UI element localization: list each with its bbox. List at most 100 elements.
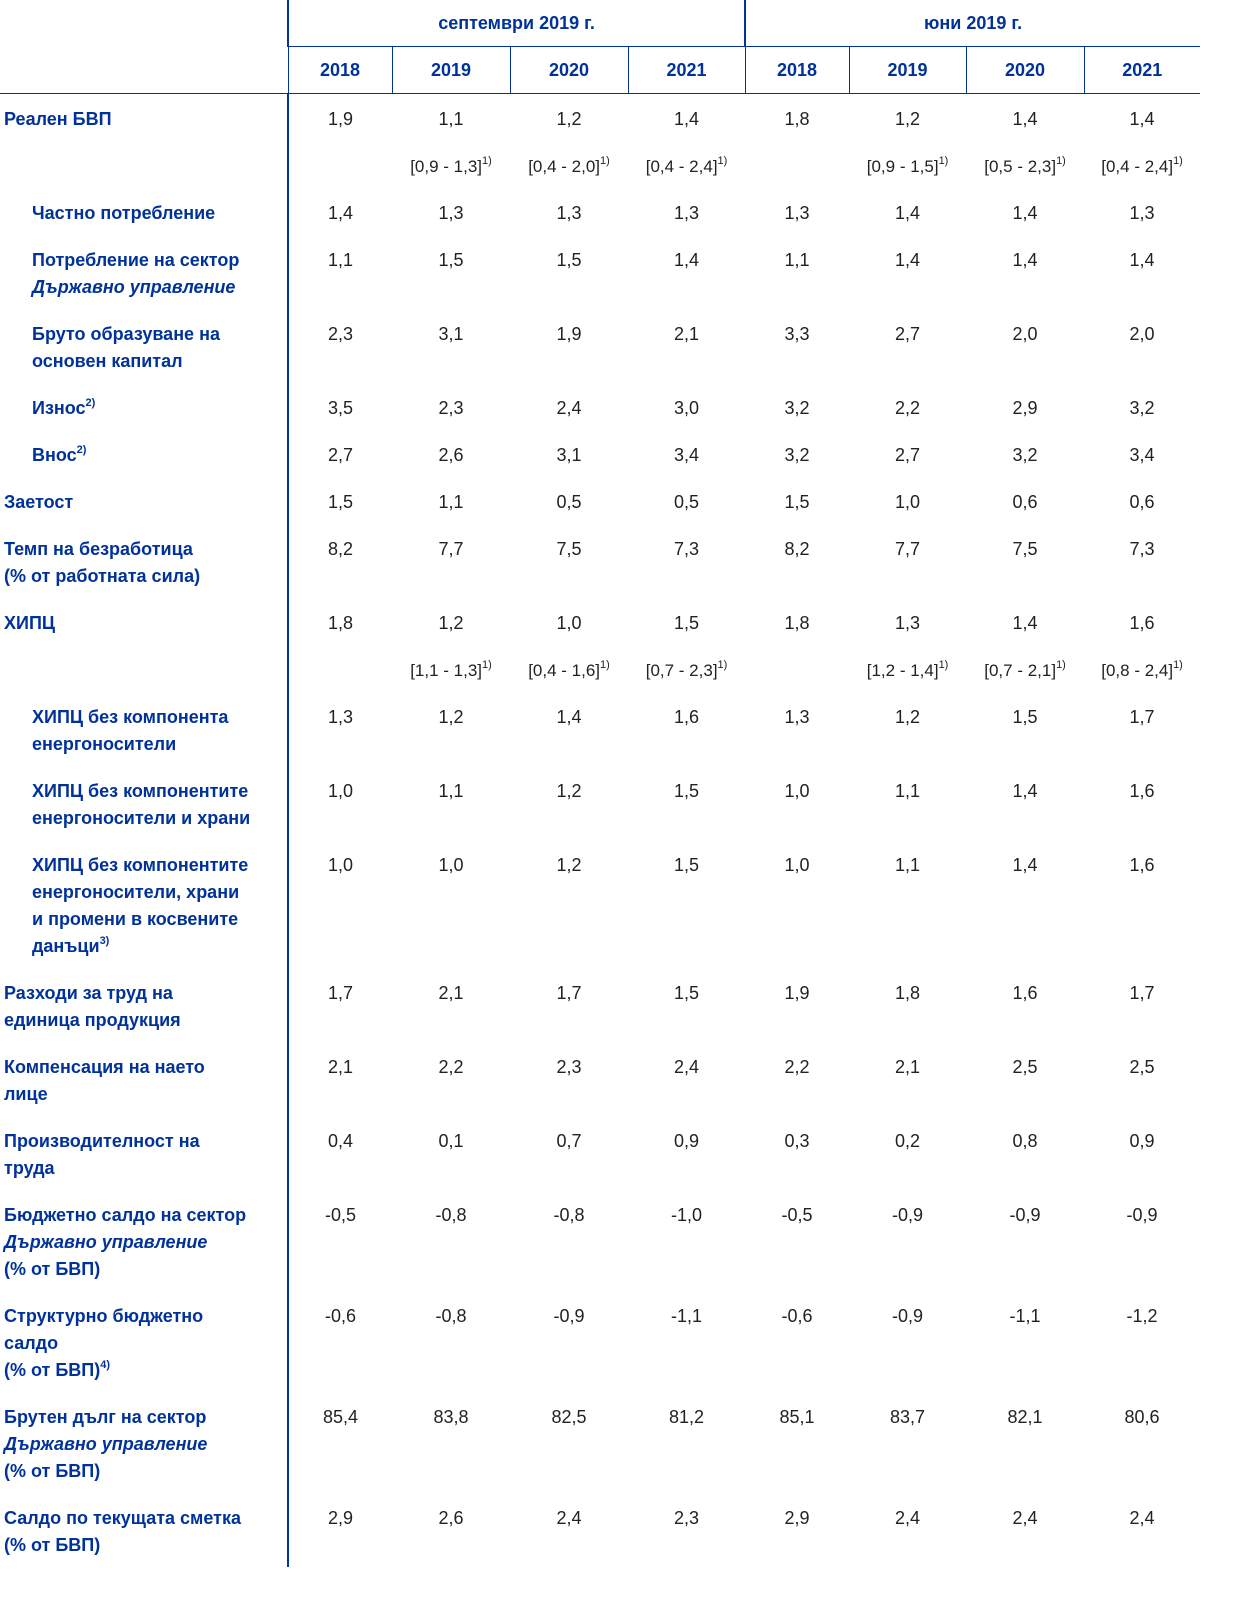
- value-cell: 0,8: [966, 1116, 1084, 1190]
- value-cell: 1,1: [392, 766, 510, 840]
- row-label-line: (% от БВП): [4, 1458, 287, 1485]
- value-cell: 1,5: [628, 840, 745, 968]
- cell-value: -0,6: [781, 1306, 813, 1326]
- cell-value: 7,3: [1129, 539, 1155, 559]
- value-cell: 0,2: [849, 1116, 966, 1190]
- cell-value: 1,7: [327, 983, 354, 1003]
- cell-value: 3,5: [327, 398, 354, 418]
- cell-value: 3,2: [1129, 398, 1155, 418]
- cell-value: 3,2: [784, 445, 810, 465]
- cell-value: 2,4: [674, 1057, 700, 1077]
- cell-value: 2,4: [556, 398, 582, 418]
- value-cell: 1,4: [966, 598, 1084, 645]
- cell-value: 7,7: [438, 539, 464, 559]
- cell-value: 0,9: [674, 1131, 700, 1151]
- cell-value: 2,0: [1012, 324, 1038, 344]
- label-text: Компенсация на наето: [4, 1057, 205, 1077]
- row-label-line: Структурно бюджетно: [4, 1303, 287, 1330]
- cell-value: [0,4 - 2,4]: [645, 157, 718, 176]
- row-label-line: Държавно управление: [32, 274, 287, 301]
- value-cell: 2,5: [1084, 1042, 1200, 1116]
- value-cell: 1,3: [510, 188, 628, 235]
- value-cell: -0,9: [966, 1190, 1084, 1291]
- value-cell: 2,7: [288, 430, 392, 477]
- value-cell: 1,5: [510, 235, 628, 309]
- cell-value: [0,9 - 1,3]: [410, 157, 483, 176]
- cell-value: 85,4: [322, 1407, 359, 1427]
- label-text: енергоносители и храни: [32, 808, 251, 828]
- value-cell: 1,3: [1084, 188, 1200, 235]
- row-label: Частно потребление: [0, 188, 289, 235]
- row-label-line: енергоносители и храни: [32, 805, 287, 832]
- table-row: ХИПЦ без компонентите енергоносители, хра…: [0, 840, 1200, 968]
- row-label: Компенсация на наето лице: [0, 1042, 289, 1116]
- value-cell: -0,9: [849, 1190, 966, 1291]
- value-cell: 2,3: [628, 1493, 745, 1567]
- cell-value: [0,5 - 2,3]: [984, 157, 1057, 176]
- label-text: (% от БВП): [4, 1360, 101, 1380]
- footnote-marker: 4): [100, 1359, 111, 1371]
- row-label-line: ХИПЦ без компонента: [32, 704, 287, 731]
- value-cell: 8,2: [745, 524, 849, 598]
- cell-value: 0,6: [1012, 492, 1038, 512]
- cell-value: 1,9: [327, 109, 354, 129]
- cell-value: 82,5: [551, 1407, 587, 1427]
- group-header-september: септември 2019 г.: [286, 0, 746, 47]
- value-cell: -0,6: [288, 1291, 392, 1392]
- value-cell: -0,8: [392, 1190, 510, 1291]
- range-row: [0,9 - 1,3]1) [0,4 - 2,0]1) [0,4 - 2,4]1)[…: [0, 141, 1200, 188]
- cell-value: 1,4: [674, 109, 700, 129]
- range-cell: [0,8 - 2,4]1): [1084, 645, 1200, 692]
- cell-value: 3,3: [784, 324, 810, 344]
- cell-value: 1,0: [556, 613, 582, 633]
- cell-value: [0,7 - 2,3]: [645, 661, 718, 680]
- value-cell: 1,5: [392, 235, 510, 309]
- row-label-line: Потребление на сектор: [32, 247, 287, 274]
- cell-value: 1,2: [438, 613, 464, 633]
- value-cell: 2,1: [849, 1042, 966, 1116]
- cell-value: 0,2: [895, 1131, 921, 1151]
- value-cell: 83,8: [392, 1392, 510, 1493]
- row-label: Производителност на труда: [0, 1116, 289, 1190]
- value-cell: 1,5: [628, 598, 745, 645]
- cell-value: 1,3: [674, 203, 700, 223]
- cell-value: 3,1: [438, 324, 464, 344]
- cell-value: [1,1 - 1,3]: [410, 661, 483, 680]
- cell-value: 83,8: [433, 1407, 469, 1427]
- row-label-line: Компенсация на наето: [4, 1054, 287, 1081]
- cell-value: 2,4: [1012, 1508, 1038, 1528]
- value-cell: 1,4: [966, 94, 1084, 142]
- label-text: основен капитал: [32, 351, 183, 371]
- value-cell: 0,7: [510, 1116, 628, 1190]
- value-cell: 1,5: [628, 968, 745, 1042]
- cell-value: [0,9 - 1,5]: [866, 157, 939, 176]
- range-cell: [745, 141, 849, 188]
- cell-value: 1,8: [895, 983, 921, 1003]
- value-cell: 2,9: [745, 1493, 849, 1567]
- value-cell: 1,7: [288, 968, 392, 1042]
- cell-value: 1,5: [674, 855, 700, 875]
- value-cell: 2,3: [510, 1042, 628, 1116]
- value-cell: 1,4: [628, 235, 745, 309]
- cell-value: 1,0: [784, 781, 810, 801]
- value-cell: 1,6: [1084, 840, 1200, 968]
- cell-value: [0,4 - 1,6]: [528, 661, 601, 680]
- row-label-line: (% от БВП)4): [4, 1357, 287, 1384]
- row-label-line: Производителност на: [4, 1128, 287, 1155]
- table-row: Темп на безработица (% от работната сила)…: [0, 524, 1200, 598]
- cell-value: 0,9: [1129, 1131, 1155, 1151]
- cell-value: -1,1: [1009, 1306, 1041, 1326]
- row-label: Бюджетно салдо на сектор Държавно управле…: [0, 1190, 289, 1291]
- value-cell: 1,5: [288, 477, 392, 524]
- value-cell: 2,2: [745, 1042, 849, 1116]
- range-cell: [0,4 - 1,6]1): [510, 645, 628, 692]
- year-header: 2021: [1083, 46, 1201, 94]
- cell-value: 1,1: [895, 781, 921, 801]
- row-label-line: ХИПЦ без компонентите: [32, 778, 287, 805]
- cell-value: 83,7: [890, 1407, 926, 1427]
- cell-value: 2,0: [1129, 324, 1155, 344]
- table-row: Брутен дълг на сектор Държавно управление…: [0, 1392, 1200, 1493]
- label-text: (% от работната сила): [4, 566, 201, 586]
- cell-value: 1,5: [556, 250, 582, 270]
- value-cell: 1,2: [849, 94, 966, 142]
